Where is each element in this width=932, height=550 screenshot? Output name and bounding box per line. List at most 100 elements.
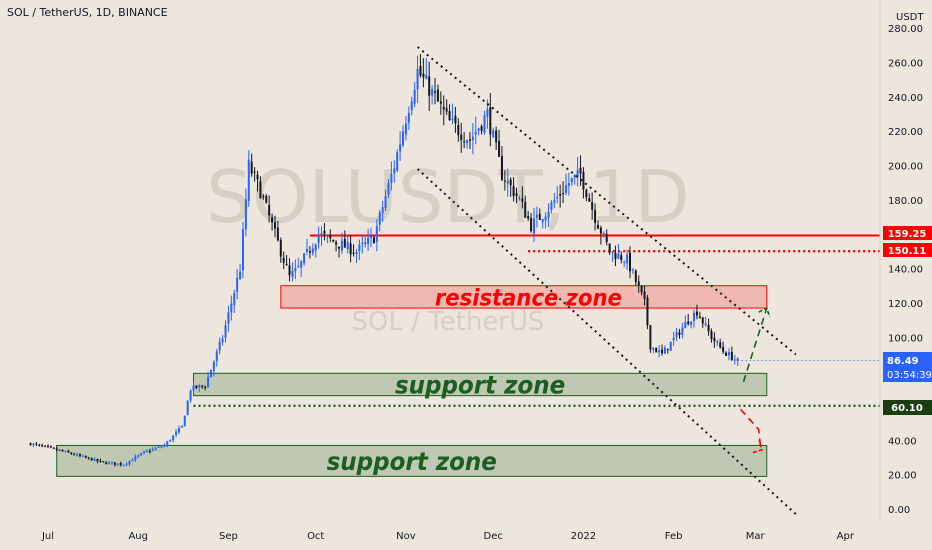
candle-body	[253, 171, 256, 173]
candle-body	[693, 312, 696, 322]
current-price-text: 86.49	[887, 356, 919, 367]
candle-body	[736, 358, 739, 361]
candle-body	[29, 443, 32, 446]
candle-body	[140, 453, 143, 456]
candle-body	[352, 252, 355, 254]
candle-body	[61, 449, 64, 452]
candle-body	[576, 169, 579, 178]
candle-body	[713, 337, 716, 342]
candle-body	[710, 330, 713, 340]
candle-body	[716, 341, 719, 343]
candle-body	[489, 107, 492, 135]
candle-body	[102, 461, 105, 463]
candle-body	[727, 352, 730, 356]
time-tick-label: Apr	[837, 531, 855, 542]
candle-body	[32, 443, 35, 446]
candle-body	[666, 348, 669, 350]
candle-body	[704, 323, 707, 326]
support-zone-label: support zone	[395, 371, 565, 400]
candle-body	[562, 193, 565, 195]
candles-layer	[29, 54, 739, 467]
bullish-projection-line	[742, 307, 768, 383]
candle-body	[425, 75, 428, 79]
candle-body	[230, 303, 233, 313]
candle-body	[41, 445, 44, 447]
zone-labels-layer: resistance zone support zone support zone	[327, 285, 622, 477]
candle-body	[55, 448, 58, 451]
price-axis-currency: USDT	[896, 12, 924, 23]
candle-body	[300, 261, 303, 268]
price-label-level-1-text: 159.25	[888, 229, 927, 240]
price-label-support: 60.10	[883, 400, 932, 415]
candle-body	[407, 112, 410, 123]
candle-body	[605, 233, 608, 243]
candle-body	[596, 224, 599, 229]
bullish-projection-arrowhead	[758, 306, 771, 318]
candle-body	[122, 464, 125, 466]
candle-body	[262, 196, 265, 198]
time-tick-label: Nov	[396, 531, 416, 542]
channel-layer	[416, 46, 797, 515]
candle-body	[599, 227, 602, 234]
candle-body	[79, 454, 82, 456]
price-label-level-2: 150.11	[883, 243, 932, 257]
candle-body	[279, 239, 282, 257]
resistance-zone-label: resistance zone	[435, 285, 622, 312]
candle-body	[474, 131, 477, 135]
time-axis[interactable]: Jul Aug Sep Oct Nov Dec 2022 Feb Mar Apr	[41, 531, 855, 542]
candle-body	[567, 182, 570, 186]
candle-body	[631, 269, 634, 271]
candle-body	[49, 446, 52, 448]
watermark-pair: SOL / TetherUS	[351, 307, 544, 337]
price-label-level-1: 159.25	[883, 226, 932, 240]
candle-body	[311, 248, 314, 254]
candle-body	[329, 235, 332, 239]
candle-body	[201, 385, 204, 387]
candle-body	[663, 347, 666, 354]
price-tick-label: 180.00	[888, 196, 923, 207]
candle-body	[294, 267, 297, 272]
candle-body	[457, 125, 460, 136]
candle-body	[634, 270, 637, 282]
candle-body	[305, 248, 308, 252]
candle-body	[239, 271, 242, 279]
time-tick-label: Oct	[307, 531, 324, 542]
candle-body	[358, 244, 361, 252]
candle-body	[544, 216, 547, 221]
candle-body	[180, 425, 183, 428]
candle-body	[273, 222, 276, 229]
candle-body	[143, 451, 146, 453]
candle-body	[323, 230, 326, 234]
candle-body	[134, 456, 137, 460]
candle-body	[177, 428, 180, 433]
candle-body	[236, 277, 239, 292]
candle-body	[227, 312, 230, 324]
candle-body	[684, 322, 687, 329]
candle-body	[215, 351, 218, 362]
time-tick-label: Jul	[41, 531, 54, 542]
candle-body	[361, 243, 364, 245]
candle-body	[93, 458, 96, 461]
candle-body	[466, 140, 469, 144]
candle-body	[579, 167, 582, 174]
candle-body	[291, 271, 294, 277]
candle-body	[620, 255, 623, 261]
candle-body	[204, 386, 207, 388]
candle-body	[166, 441, 169, 446]
candle-body	[87, 457, 90, 459]
candle-body	[198, 385, 201, 387]
candle-body	[113, 462, 116, 465]
candle-body	[643, 291, 646, 299]
candle-body	[399, 144, 402, 152]
candle-body	[532, 218, 535, 234]
candle-body	[480, 126, 483, 131]
current-price-label: 86.49 03:54:39	[883, 352, 932, 382]
candle-body	[477, 128, 480, 131]
candle-body	[725, 352, 728, 356]
candle-body	[320, 233, 323, 236]
candle-body	[384, 196, 387, 208]
candle-body	[652, 348, 655, 350]
candle-body	[128, 460, 131, 465]
candle-body	[70, 452, 73, 455]
